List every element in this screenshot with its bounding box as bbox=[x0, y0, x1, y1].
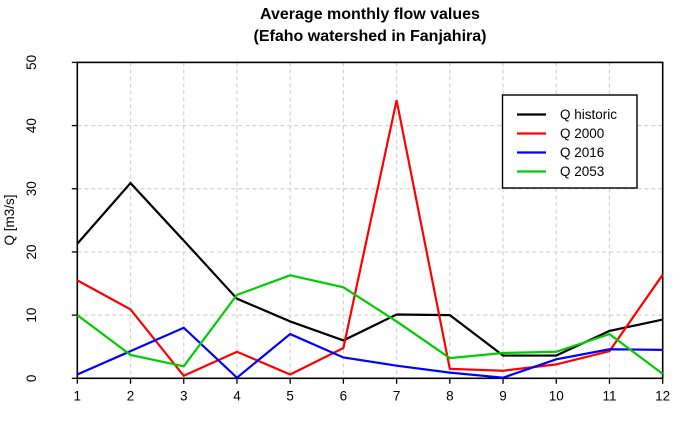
x-tick-label: 6 bbox=[340, 388, 348, 403]
legend-label-q-historic: Q historic bbox=[560, 107, 617, 122]
x-tick-label: 9 bbox=[499, 388, 507, 403]
legend-label-q-2016: Q 2016 bbox=[560, 145, 604, 160]
x-tick-label: 7 bbox=[393, 388, 401, 403]
x-tick-label: 2 bbox=[127, 388, 135, 403]
y-tick-label: 30 bbox=[24, 181, 39, 196]
y-tick-label: 0 bbox=[24, 375, 39, 383]
x-tick-label: 12 bbox=[655, 388, 670, 403]
y-tick-label: 50 bbox=[24, 55, 39, 70]
x-tick-label: 11 bbox=[602, 388, 616, 403]
x-tick-label: 4 bbox=[233, 388, 241, 403]
series-line-q-2053 bbox=[76, 274, 664, 375]
chart-title-line2: (Efaho watershed in Fanjahira) bbox=[254, 28, 487, 45]
x-tick-label: 1 bbox=[74, 388, 82, 403]
series-line-q-historic bbox=[76, 181, 663, 357]
x-tick-label: 3 bbox=[180, 388, 188, 403]
chart-title-line1: Average monthly flow values bbox=[260, 6, 480, 23]
y-axis-title: Q [m3/s] bbox=[2, 194, 17, 245]
plot-box bbox=[76, 61, 664, 380]
x-tick-label: 5 bbox=[286, 388, 294, 403]
series-line-q-2016 bbox=[76, 326, 663, 380]
y-tick-label: 20 bbox=[24, 244, 39, 259]
x-tick-label: 10 bbox=[549, 388, 564, 403]
y-tick-label: 10 bbox=[24, 308, 39, 323]
legend-label-q-2000: Q 2000 bbox=[560, 126, 604, 141]
y-tick-label: 40 bbox=[24, 118, 39, 133]
legend-label-q-2053: Q 2053 bbox=[560, 164, 604, 179]
x-tick-label: 8 bbox=[446, 388, 454, 403]
